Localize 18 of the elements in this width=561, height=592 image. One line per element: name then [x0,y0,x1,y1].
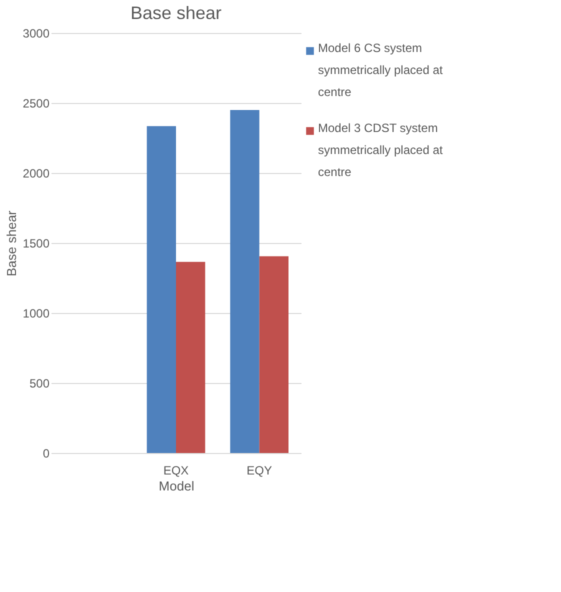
bar [259,256,288,453]
bar [146,126,176,453]
y-tick-label: 500 [29,376,50,390]
y-tick-label: 0 [42,446,50,460]
bar [230,110,260,453]
x-tick-label: EQX [163,464,189,478]
legend-label: Model 6 CS system symmetrically placed at centre [318,41,444,99]
bar [176,262,206,453]
y-axis-title: Base shear [4,210,19,276]
x-tick-label: EQY [246,464,272,478]
x-axis-title: Model [158,478,194,494]
y-tick-label: 3000 [22,26,50,40]
y-tick-label: 2000 [22,166,50,180]
chart-title: Base shear [130,3,222,23]
y-tick-label: 1500 [22,236,50,250]
y-tick-label: 2500 [22,96,50,110]
y-tick-label: 1000 [22,306,50,320]
legend-label: Model 3 CDST system symmetrically placed at centre [318,121,444,179]
